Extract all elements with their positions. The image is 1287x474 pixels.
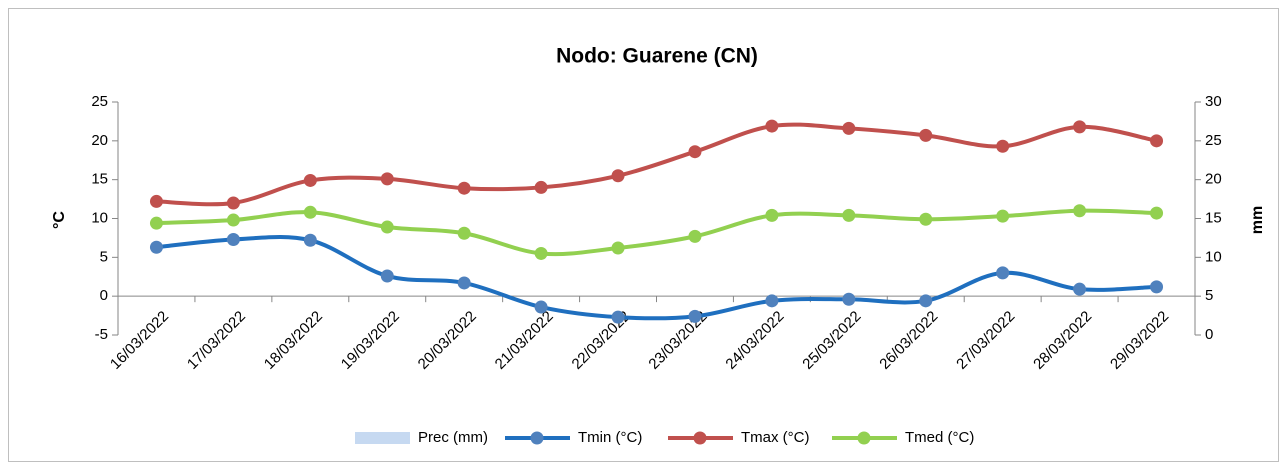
series-marker	[1073, 204, 1087, 218]
y-tick-label: 5	[100, 248, 108, 265]
series-marker	[149, 240, 163, 254]
legend-label: Tmin (°C)	[578, 429, 642, 446]
series-marker	[688, 145, 702, 159]
y2-tick-label: 0	[1205, 326, 1213, 343]
series-line	[156, 208, 1157, 257]
series-marker	[842, 208, 856, 222]
y-tick-label: 0	[100, 287, 108, 304]
legend-marker	[857, 431, 871, 445]
series-marker	[1150, 206, 1164, 220]
series-marker	[996, 139, 1010, 153]
y2-tick-label: 30	[1205, 93, 1222, 110]
series-marker	[765, 119, 779, 133]
series-marker	[226, 196, 240, 210]
series-marker	[303, 205, 317, 219]
series-marker	[688, 229, 702, 243]
y2-tick-label: 5	[1205, 287, 1213, 304]
chart-title: Nodo: Guarene (CN)	[556, 45, 758, 68]
y2-tick-label: 20	[1205, 171, 1222, 188]
series-marker	[534, 246, 548, 260]
y2-axis-label: mm	[1249, 206, 1266, 234]
y-tick-label: 25	[91, 93, 108, 110]
series-marker	[534, 300, 548, 314]
series-marker	[380, 269, 394, 283]
y2-tick-label: 15	[1205, 209, 1222, 226]
legend-marker	[693, 431, 707, 445]
legend-marker	[530, 431, 544, 445]
series-marker	[380, 172, 394, 186]
series-marker	[1150, 280, 1164, 294]
series-marker	[380, 220, 394, 234]
series-marker	[457, 181, 471, 195]
series-marker	[1073, 282, 1087, 296]
y2-tick-label: 25	[1205, 132, 1222, 149]
series-marker	[303, 233, 317, 247]
series-marker	[611, 310, 625, 324]
series-marker	[842, 292, 856, 306]
y-tick-label: 10	[91, 209, 108, 226]
series-marker	[1073, 120, 1087, 134]
series-marker	[996, 266, 1010, 280]
series-marker	[842, 121, 856, 135]
legend-label: Tmed (°C)	[905, 429, 974, 446]
series-marker	[919, 212, 933, 226]
series-marker	[688, 309, 702, 323]
y2-tick-label: 10	[1205, 248, 1222, 265]
series-marker	[303, 173, 317, 187]
y-axis-label: °C	[51, 211, 68, 229]
series-marker	[534, 180, 548, 194]
legend-label: Prec (mm)	[418, 429, 488, 446]
y-tick-label: 20	[91, 132, 108, 149]
y-tick-label: 15	[91, 171, 108, 188]
series-marker	[149, 216, 163, 230]
series-marker	[457, 226, 471, 240]
series-marker	[996, 209, 1010, 223]
chart-frame	[8, 8, 1279, 462]
series-marker	[149, 194, 163, 208]
legend-label: Tmax (°C)	[741, 429, 810, 446]
series-marker	[226, 232, 240, 246]
series-marker	[611, 241, 625, 255]
series-marker	[919, 128, 933, 142]
series-marker	[765, 294, 779, 308]
legend-swatch	[355, 432, 410, 444]
series-marker	[611, 169, 625, 183]
series-marker	[919, 294, 933, 308]
series-marker	[457, 276, 471, 290]
series-marker	[765, 208, 779, 222]
series-marker	[1150, 134, 1164, 148]
series-marker	[226, 213, 240, 227]
y-tick-label: -5	[95, 326, 108, 343]
